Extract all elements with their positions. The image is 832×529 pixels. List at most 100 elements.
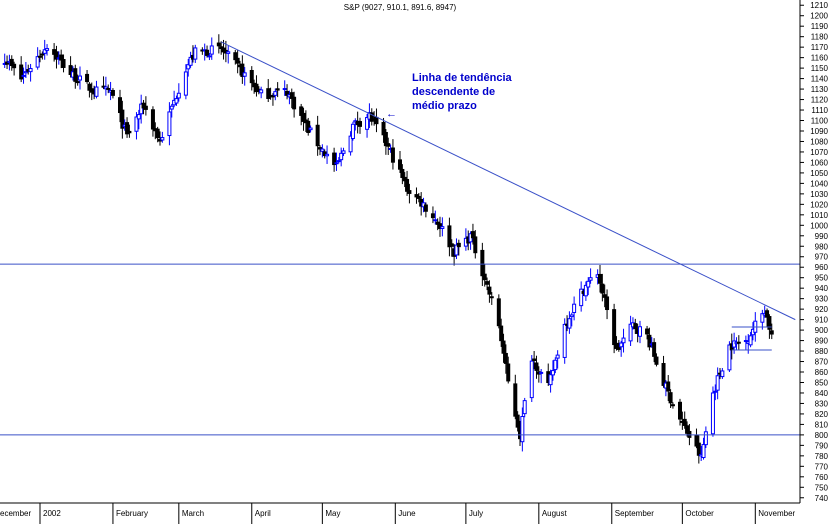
candle <box>548 369 553 393</box>
y-tick-label: 850 <box>815 378 829 387</box>
y-tick-label: 1110 <box>811 106 828 115</box>
y-tick-label: 1090 <box>810 127 828 136</box>
candle-body <box>513 383 518 417</box>
candle-body <box>661 363 666 386</box>
candle-body <box>28 68 33 73</box>
candle <box>381 117 386 143</box>
candle <box>369 108 374 126</box>
candle <box>666 375 671 402</box>
candle <box>167 102 172 146</box>
candle <box>668 389 673 408</box>
candle <box>579 281 584 312</box>
candle-body <box>529 360 534 399</box>
candle-body <box>35 56 40 68</box>
candle-body <box>398 159 402 170</box>
candle <box>713 384 718 401</box>
candle <box>454 238 459 260</box>
candle <box>605 289 610 320</box>
candle <box>270 93 275 106</box>
candle <box>301 107 306 131</box>
candle <box>42 39 47 60</box>
candle <box>216 34 221 54</box>
candle <box>174 95 179 106</box>
candle <box>374 108 379 133</box>
candle <box>682 411 687 429</box>
candle-body <box>45 48 50 51</box>
candle-body <box>710 392 715 435</box>
candle-body <box>292 96 297 110</box>
candle-body <box>12 63 17 69</box>
candle-body <box>169 105 174 110</box>
candle-body <box>539 371 544 374</box>
y-tick-label: 1210 <box>810 1 828 10</box>
candle-body <box>289 92 294 99</box>
candle <box>506 356 511 384</box>
candle <box>529 355 534 403</box>
y-tick-label: 810 <box>815 420 829 429</box>
candle-body <box>334 162 339 165</box>
candle <box>407 183 412 204</box>
candle-body <box>602 294 607 298</box>
candle <box>318 145 322 156</box>
candle <box>207 52 212 61</box>
candle-body <box>696 442 701 456</box>
candle <box>226 45 231 64</box>
candle <box>136 109 141 130</box>
candle-body <box>240 63 245 77</box>
candle <box>503 344 508 374</box>
candle-body <box>5 61 10 65</box>
candle-body <box>350 123 355 140</box>
candle-body <box>143 105 148 110</box>
candle <box>325 145 330 164</box>
candle <box>645 325 650 340</box>
candle-body <box>186 64 191 70</box>
y-tick-label: 1080 <box>810 137 828 146</box>
candle-body <box>668 392 673 404</box>
candle <box>485 277 490 291</box>
candle-body <box>193 47 198 60</box>
candle <box>614 336 619 351</box>
candle <box>621 328 626 353</box>
candle <box>127 124 132 138</box>
candle-body <box>207 55 212 58</box>
candle <box>259 86 264 99</box>
candle-body <box>748 335 753 346</box>
month-label: March <box>182 509 204 518</box>
candle-body <box>106 87 111 90</box>
candle-body <box>736 341 741 344</box>
candle-body <box>614 342 619 349</box>
candle <box>266 79 271 103</box>
candle <box>282 80 287 96</box>
y-tick-label: 1190 <box>811 22 829 31</box>
candle-body <box>666 381 671 392</box>
y-tick-label: 1160 <box>811 54 829 63</box>
y-tick-label: 1000 <box>810 221 828 230</box>
candle-body <box>489 296 494 299</box>
candle-body <box>569 314 574 318</box>
candle <box>405 170 410 196</box>
candles-layer <box>2 34 774 464</box>
candle <box>423 202 428 218</box>
candle <box>40 51 45 60</box>
annotation-line-3: médio prazo <box>412 100 477 112</box>
candle-body <box>299 106 304 116</box>
candle <box>45 44 50 56</box>
y-tick-label: 860 <box>815 368 829 377</box>
candle <box>383 129 388 155</box>
candle-body <box>259 89 264 94</box>
candle <box>447 217 452 257</box>
candle <box>320 144 325 158</box>
candle <box>134 112 139 140</box>
annotation: Linha de tendência descendente de médio … <box>386 72 513 120</box>
candle-body <box>449 243 454 247</box>
candle-body <box>61 59 66 68</box>
candle-body <box>400 168 405 178</box>
candle-body <box>85 73 90 83</box>
candle-body <box>365 117 370 130</box>
candle <box>638 320 642 344</box>
candle-body <box>139 103 144 115</box>
candle-body <box>496 298 501 327</box>
candle <box>348 131 353 156</box>
candle <box>110 88 115 99</box>
y-tick-label: 910 <box>815 316 829 325</box>
